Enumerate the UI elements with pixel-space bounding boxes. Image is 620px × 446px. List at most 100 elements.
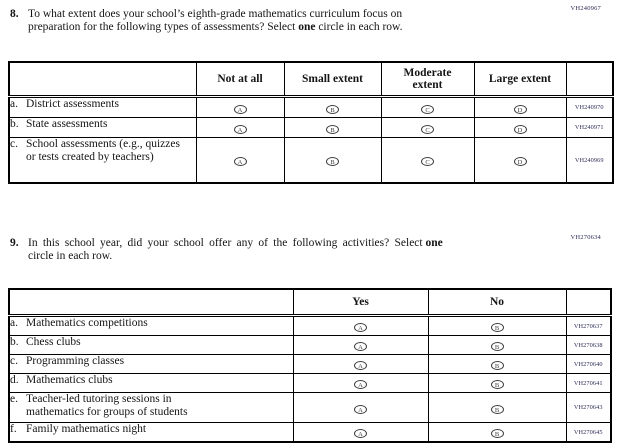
q8-col-header-small-extent: Small extent (283, 61, 382, 98)
row-label-text: Teacher-led tutoring sessions in mathema… (26, 393, 188, 418)
answer-oval-no[interactable]: B (490, 380, 504, 389)
q9-col-header-yes: Yes (292, 288, 429, 317)
q8-header-row: Not at all Small extent Moderate extent … (8, 61, 614, 98)
row-vh-code: VH240969 (565, 137, 614, 184)
q8-line1: To what extent does your school’s eighth… (28, 8, 403, 20)
row-label: b. Chess clubs (8, 335, 294, 355)
answer-cell: D (473, 137, 567, 184)
answer-cell: D (473, 117, 567, 138)
q8-row-district-assessments: a. District assessments A B C D VH240970 (8, 96, 614, 118)
q8-row-state-assessments: b. State assessments A B C D VH240971 (8, 117, 614, 138)
answer-cell: C (380, 137, 475, 184)
answer-oval-yes[interactable]: A (354, 404, 367, 414)
q9-row-programming-classes: c. Programming classes A B VH270640 (8, 354, 612, 374)
row-label-text: School assessments (e.g., quizzes or tes… (26, 138, 180, 163)
q8-col-header-not-at-all: Not at all (195, 61, 285, 98)
row-label-text: Chess clubs (26, 336, 81, 349)
q9-row-mathematics-clubs: d. Mathematics clubs A B VH270641 (8, 373, 612, 393)
answer-oval-a[interactable]: A (233, 157, 247, 166)
row-label: a. District assessments (8, 96, 197, 118)
question-9-number: 9. (10, 237, 19, 249)
answer-cell: A (292, 354, 429, 374)
answer-oval-b[interactable]: B (326, 157, 339, 166)
answer-cell: A (195, 117, 285, 138)
answer-cell: B (427, 315, 567, 336)
answer-cell: A (195, 137, 285, 184)
question-8: 8. To what extent does your school’s eig… (10, 8, 498, 33)
q9-row-teacher-led-tutoring: e. Teacher-led tutoring sessions in mathe… (8, 392, 612, 423)
q8-line2-bold: one (298, 20, 316, 33)
answer-oval-a[interactable]: A (233, 124, 247, 134)
q9-header-row: Yes No (8, 288, 612, 317)
row-vh-code: VH270641 (565, 373, 612, 393)
answer-cell: D (473, 96, 567, 118)
answer-oval-b[interactable]: B (326, 124, 339, 134)
row-vh-code: VH270640 (565, 354, 612, 374)
answer-oval-d[interactable]: D (513, 124, 527, 134)
q8-empty-code-header-cell (565, 61, 614, 98)
question-9: 9. In this school year, did your school … (10, 237, 498, 262)
row-label: d. Mathematics clubs (8, 373, 294, 393)
answer-oval-b[interactable]: B (326, 104, 339, 114)
answer-cell: A (292, 315, 429, 336)
answer-oval-d[interactable]: D (513, 157, 527, 166)
q8-col-header-moderate-extent: Moderate extent (380, 61, 475, 98)
row-label-text: Family mathematics night (26, 423, 147, 435)
q9-row-chess-clubs: b. Chess clubs A B VH270638 (8, 335, 612, 355)
row-vh-code: VH270637 (565, 315, 612, 336)
row-letter: e. (10, 393, 18, 406)
q8-col-header-large-extent: Large extent (473, 61, 567, 98)
answer-cell: B (427, 422, 567, 443)
answer-cell: A (292, 335, 429, 355)
row-label: e. Teacher-led tutoring sessions in mathe… (8, 392, 294, 423)
row-letter: a. (10, 98, 18, 110)
answer-oval-yes[interactable]: A (354, 380, 367, 389)
answer-oval-c[interactable]: C (421, 157, 434, 166)
answer-oval-no[interactable]: B (490, 361, 504, 370)
row-letter: b. (10, 118, 19, 131)
answer-oval-no[interactable]: B (490, 323, 504, 332)
row-label: c. School assessments (e.g., quizzes or t… (8, 137, 197, 184)
answer-oval-no[interactable]: B (490, 342, 504, 351)
answer-cell: A (195, 96, 285, 118)
answer-cell: B (283, 137, 382, 184)
answer-oval-c[interactable]: C (421, 104, 434, 114)
q8-vh-code: VH240967 (570, 5, 601, 12)
q9-row-family-mathematics-night: f. Family mathematics night A B VH270645 (8, 422, 612, 443)
q9-vh-code: VH270634 (570, 234, 601, 241)
answer-cell: B (283, 96, 382, 118)
answer-cell: B (427, 335, 567, 355)
answer-oval-yes[interactable]: A (354, 361, 367, 370)
answer-cell: B (283, 117, 382, 138)
q8-empty-header-cell (8, 61, 197, 98)
answer-cell: B (427, 392, 567, 423)
q9-col-header-no: No (427, 288, 567, 317)
row-label: b. State assessments (8, 117, 197, 138)
row-letter: a. (10, 317, 18, 329)
q9-line1-pre: In this school year, did your school off… (28, 237, 423, 249)
q9-table: Yes No a. Mathematics competitions A B VH… (8, 288, 612, 443)
answer-oval-yes[interactable]: A (354, 342, 367, 351)
row-label-text: State assessments (26, 118, 108, 131)
row-label-text: Mathematics competitions (26, 317, 148, 329)
row-vh-code: VH270645 (565, 422, 612, 443)
answer-cell: A (292, 422, 429, 443)
q9-empty-code-header-cell (565, 288, 612, 317)
answer-oval-no[interactable]: B (490, 404, 504, 414)
q9-empty-header-cell (8, 288, 294, 317)
answer-oval-yes[interactable]: A (354, 429, 367, 438)
question-8-text: To what extent does your school’s eighth… (28, 8, 498, 33)
q9-row-mathematics-competitions: a. Mathematics competitions A B VH270637 (8, 315, 612, 336)
q8-line2-pre: preparation for the following types of a… (28, 20, 296, 33)
row-label-text: District assessments (26, 98, 119, 110)
question-9-text: In this school year, did your school off… (28, 237, 498, 262)
row-vh-code: VH240970 (565, 96, 614, 118)
answer-cell: A (292, 373, 429, 393)
answer-oval-yes[interactable]: A (354, 323, 367, 332)
answer-oval-no[interactable]: B (490, 429, 504, 438)
row-vh-code: VH270643 (565, 392, 612, 423)
answer-oval-a[interactable]: A (233, 104, 247, 114)
q9-line1-bold: one (425, 237, 443, 249)
answer-oval-d[interactable]: D (513, 104, 527, 114)
answer-oval-c[interactable]: C (421, 124, 434, 134)
